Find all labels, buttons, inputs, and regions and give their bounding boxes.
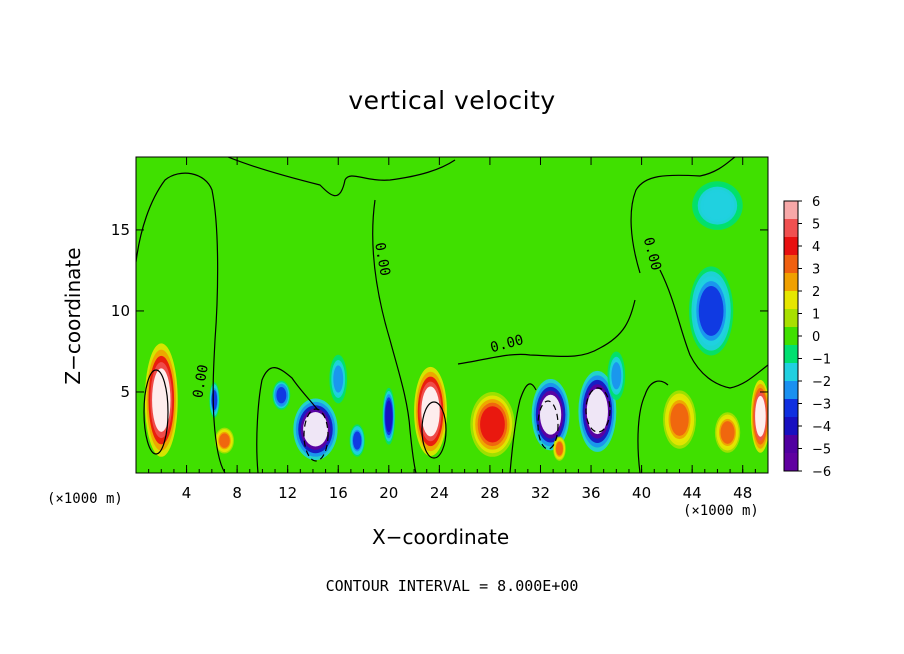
velocity-cell <box>382 387 396 445</box>
velocity-cell <box>209 382 220 418</box>
x-tick-label: 36 <box>581 484 600 502</box>
x-axis-label: X−coordinate <box>372 525 510 549</box>
zero-contours <box>136 157 768 473</box>
y-tick-label: 5 <box>120 383 130 401</box>
colorbar: 6 5 4 3 2 1 0 −1 −2 −3 −4 −5 −6 <box>783 195 831 480</box>
velocity-cell <box>293 398 338 461</box>
velocity-cell <box>470 391 515 457</box>
velocity-cell <box>714 412 741 453</box>
velocity-cell <box>144 343 178 457</box>
contour-loop <box>303 408 329 462</box>
colorbar-swatch <box>784 399 798 418</box>
velocity-cell <box>692 181 743 230</box>
velocity-cell <box>607 351 626 401</box>
colorbar-tick-label: 3 <box>812 263 820 278</box>
contour-loop <box>143 369 169 455</box>
colorbar-swatch <box>784 201 798 220</box>
velocity-cell <box>414 366 447 456</box>
velocity-cell <box>663 390 696 449</box>
contour-loop <box>537 400 559 450</box>
colorbar-swatch <box>784 435 798 454</box>
colorbar-tick-label: 1 <box>812 308 820 323</box>
colorbar-tick-label: −6 <box>812 465 831 480</box>
contour-loop <box>421 401 447 459</box>
colorbar-swatch <box>784 255 798 274</box>
contour-label: 0.00 <box>371 241 393 277</box>
zero-contour-line <box>457 299 636 365</box>
x-tick-label: 8 <box>232 484 242 502</box>
x-tick-label: 24 <box>430 484 449 502</box>
x-tick-label: 12 <box>278 484 297 502</box>
x-tick-label: 16 <box>329 484 348 502</box>
colorbar-tick-label: 4 <box>812 240 820 255</box>
x-unit-label-left: (×1000 m) <box>47 491 123 507</box>
zero-contour-line <box>256 367 319 473</box>
zero-contour-line <box>372 199 417 473</box>
velocity-cell <box>349 424 365 457</box>
velocity-cell <box>531 379 570 451</box>
velocity-cell <box>750 379 768 453</box>
y-tick-label: 15 <box>111 221 130 239</box>
zero-contour-line <box>227 157 456 197</box>
zero-contour-line <box>136 172 226 473</box>
x-tick-label: 4 <box>182 484 192 502</box>
colorbar-swatch <box>784 219 798 238</box>
x-unit-label-right: (×1000 m) <box>683 503 759 519</box>
colorbar-swatch <box>784 273 798 292</box>
zero-contour-line <box>630 157 736 274</box>
colorbar-tick-label: −1 <box>812 353 831 368</box>
colorbar-swatch <box>784 291 798 310</box>
x-tick-label: 48 <box>733 484 752 502</box>
x-tick-label: 44 <box>683 484 702 502</box>
colorbar-tick-label: −2 <box>812 375 831 390</box>
colorbar-swatch <box>784 237 798 256</box>
x-tick-label: 32 <box>531 484 550 502</box>
colorbar-tick-label: 6 <box>812 195 820 210</box>
velocity-cell <box>272 380 291 410</box>
contour-loop <box>585 387 611 433</box>
colorbar-tick-label: 5 <box>812 218 820 233</box>
plot-background <box>136 157 768 473</box>
colorbar-swatch <box>784 327 798 346</box>
velocity-cell <box>689 266 734 356</box>
colorbar-swatch <box>784 417 798 436</box>
colorbar-tick-label: −3 <box>812 398 831 413</box>
chart-title: vertical velocity <box>348 86 556 115</box>
colorbar-tick-label: 2 <box>812 285 820 300</box>
x-tick-label: 28 <box>480 484 499 502</box>
velocity-cell <box>553 436 566 461</box>
colorbar-tick-label: −5 <box>812 443 831 458</box>
zero-contour-line <box>659 269 768 389</box>
colorbar-swatch <box>784 345 798 364</box>
x-tick-label: 40 <box>632 484 651 502</box>
colorbar-tick-label: −4 <box>812 420 831 435</box>
colorbar-swatch <box>784 363 798 382</box>
x-tick-label: 20 <box>379 484 398 502</box>
y-tick-label: 10 <box>111 302 130 320</box>
contour-interval-note: CONTOUR INTERVAL = 8.000E+00 <box>325 577 579 595</box>
zero-contour-line <box>509 383 537 473</box>
zero-contour-line <box>637 380 669 473</box>
colorbar-swatch <box>784 381 798 400</box>
colorbar-tick-label: 0 <box>812 330 820 345</box>
colorbar-swatch <box>784 309 798 328</box>
velocity-field <box>144 181 768 461</box>
contour-label: 0.00 <box>190 363 212 399</box>
velocity-cell <box>329 354 348 404</box>
velocity-cell <box>215 427 234 454</box>
colorbar-swatch <box>784 453 798 472</box>
